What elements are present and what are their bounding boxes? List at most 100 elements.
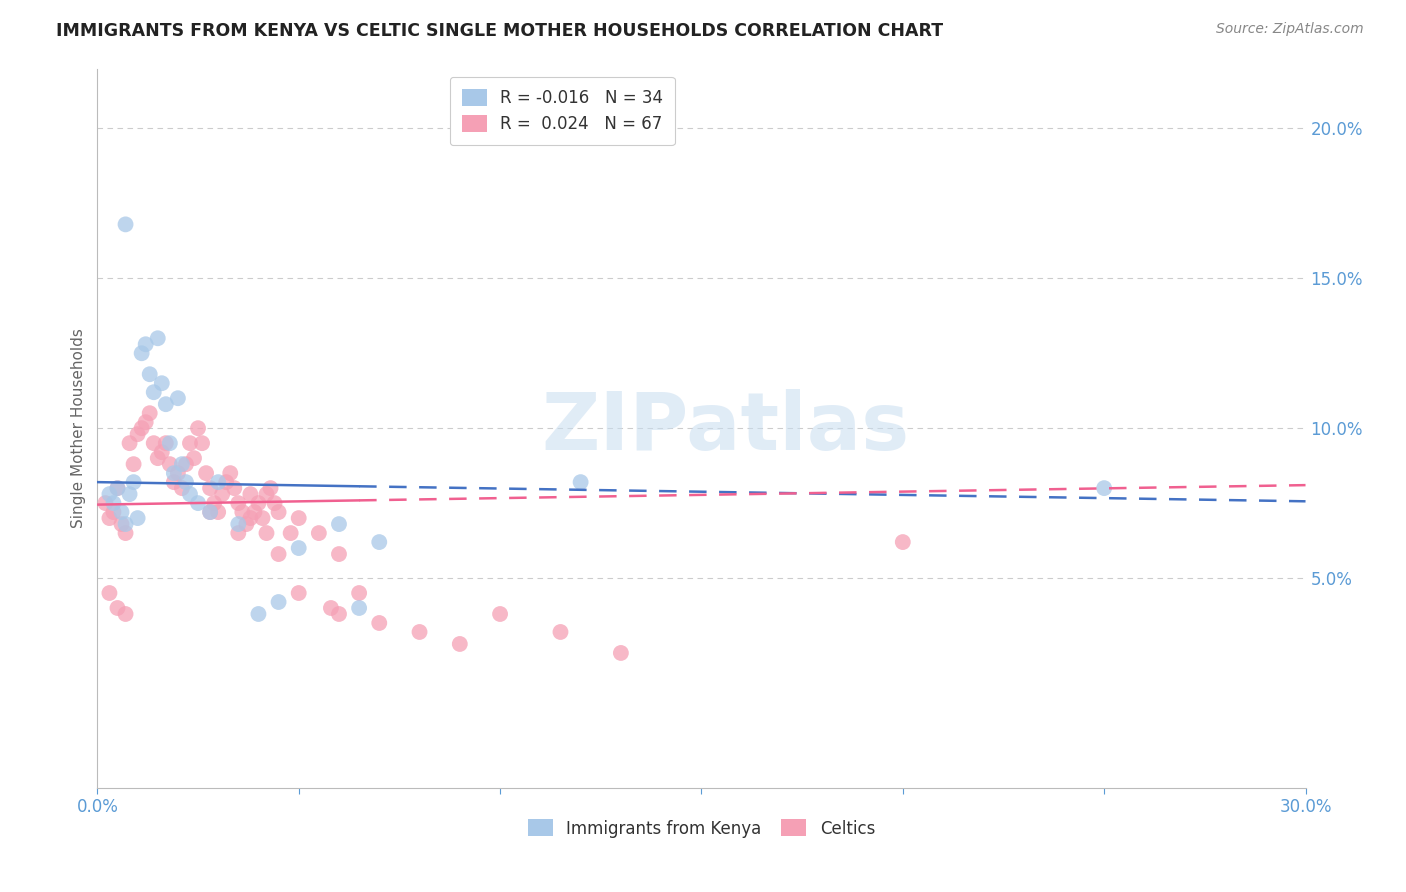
Point [107,481,129,495]
Point [328,547,350,561]
Point [198,481,221,495]
Point [231,505,253,519]
Point [280,526,302,541]
Point [243,505,266,519]
Point [98,511,121,525]
Text: ZIPatlas: ZIPatlas [541,389,910,467]
Point [142,385,165,400]
Point [267,595,290,609]
Point [187,421,209,435]
Point [98,487,121,501]
Point [163,475,186,490]
Point [328,517,350,532]
Point [131,421,153,435]
Point [131,346,153,360]
Point [150,376,173,391]
Point [94,496,117,510]
Point [263,496,285,510]
Point [127,511,149,525]
Point [103,505,125,519]
Point [287,541,309,555]
Point [135,337,157,351]
Point [408,625,430,640]
Point [138,368,160,382]
Point [159,436,181,450]
Point [138,406,160,420]
Point [891,535,914,549]
Point [135,415,157,429]
Point [122,475,145,490]
Point [114,517,136,532]
Point [207,475,229,490]
Point [226,496,249,510]
Point [179,436,201,450]
Point [198,505,221,519]
Point [167,391,190,405]
Point [226,517,249,532]
Point [256,487,278,501]
Point [328,607,350,621]
Point [198,505,221,519]
Point [195,466,218,480]
Point [118,436,141,450]
Point [239,487,262,501]
Point [150,445,173,459]
Point [224,481,246,495]
Point [449,637,471,651]
Point [202,496,225,510]
Point [114,526,136,541]
Point [610,646,633,660]
Point [252,511,274,525]
Point [247,607,270,621]
Point [159,457,181,471]
Point [247,496,270,510]
Point [110,517,132,532]
Point [287,511,309,525]
Point [287,586,309,600]
Legend: Immigrants from Kenya, Celtics: Immigrants from Kenya, Celtics [522,813,882,844]
Point [127,427,149,442]
Point [114,607,136,621]
Point [187,496,209,510]
Point [308,526,330,541]
Point [347,586,370,600]
Point [98,586,121,600]
Point [155,397,177,411]
Point [146,451,169,466]
Point [215,475,238,490]
Point [207,505,229,519]
Point [569,475,592,490]
Point [179,487,201,501]
Point [1092,481,1115,495]
Point [219,466,242,480]
Point [146,331,169,345]
Point [155,436,177,450]
Point [226,526,249,541]
Point [368,535,391,549]
Point [174,457,197,471]
Point [142,436,165,450]
Point [122,457,145,471]
Point [489,607,512,621]
Point [167,466,190,480]
Point [191,436,214,450]
Point [163,466,186,480]
Point [319,601,342,615]
Point [239,511,262,525]
Point [368,615,391,630]
Point [110,505,132,519]
Text: IMMIGRANTS FROM KENYA VS CELTIC SINGLE MOTHER HOUSEHOLDS CORRELATION CHART: IMMIGRANTS FROM KENYA VS CELTIC SINGLE M… [56,22,943,40]
Point [174,475,197,490]
Y-axis label: Single Mother Households: Single Mother Households [72,328,86,528]
Point [267,505,290,519]
Point [170,481,193,495]
Point [259,481,281,495]
Point [211,487,233,501]
Point [107,481,129,495]
Point [347,601,370,615]
Text: Source: ZipAtlas.com: Source: ZipAtlas.com [1216,22,1364,37]
Point [267,547,290,561]
Point [114,218,136,232]
Point [103,496,125,510]
Point [235,517,257,532]
